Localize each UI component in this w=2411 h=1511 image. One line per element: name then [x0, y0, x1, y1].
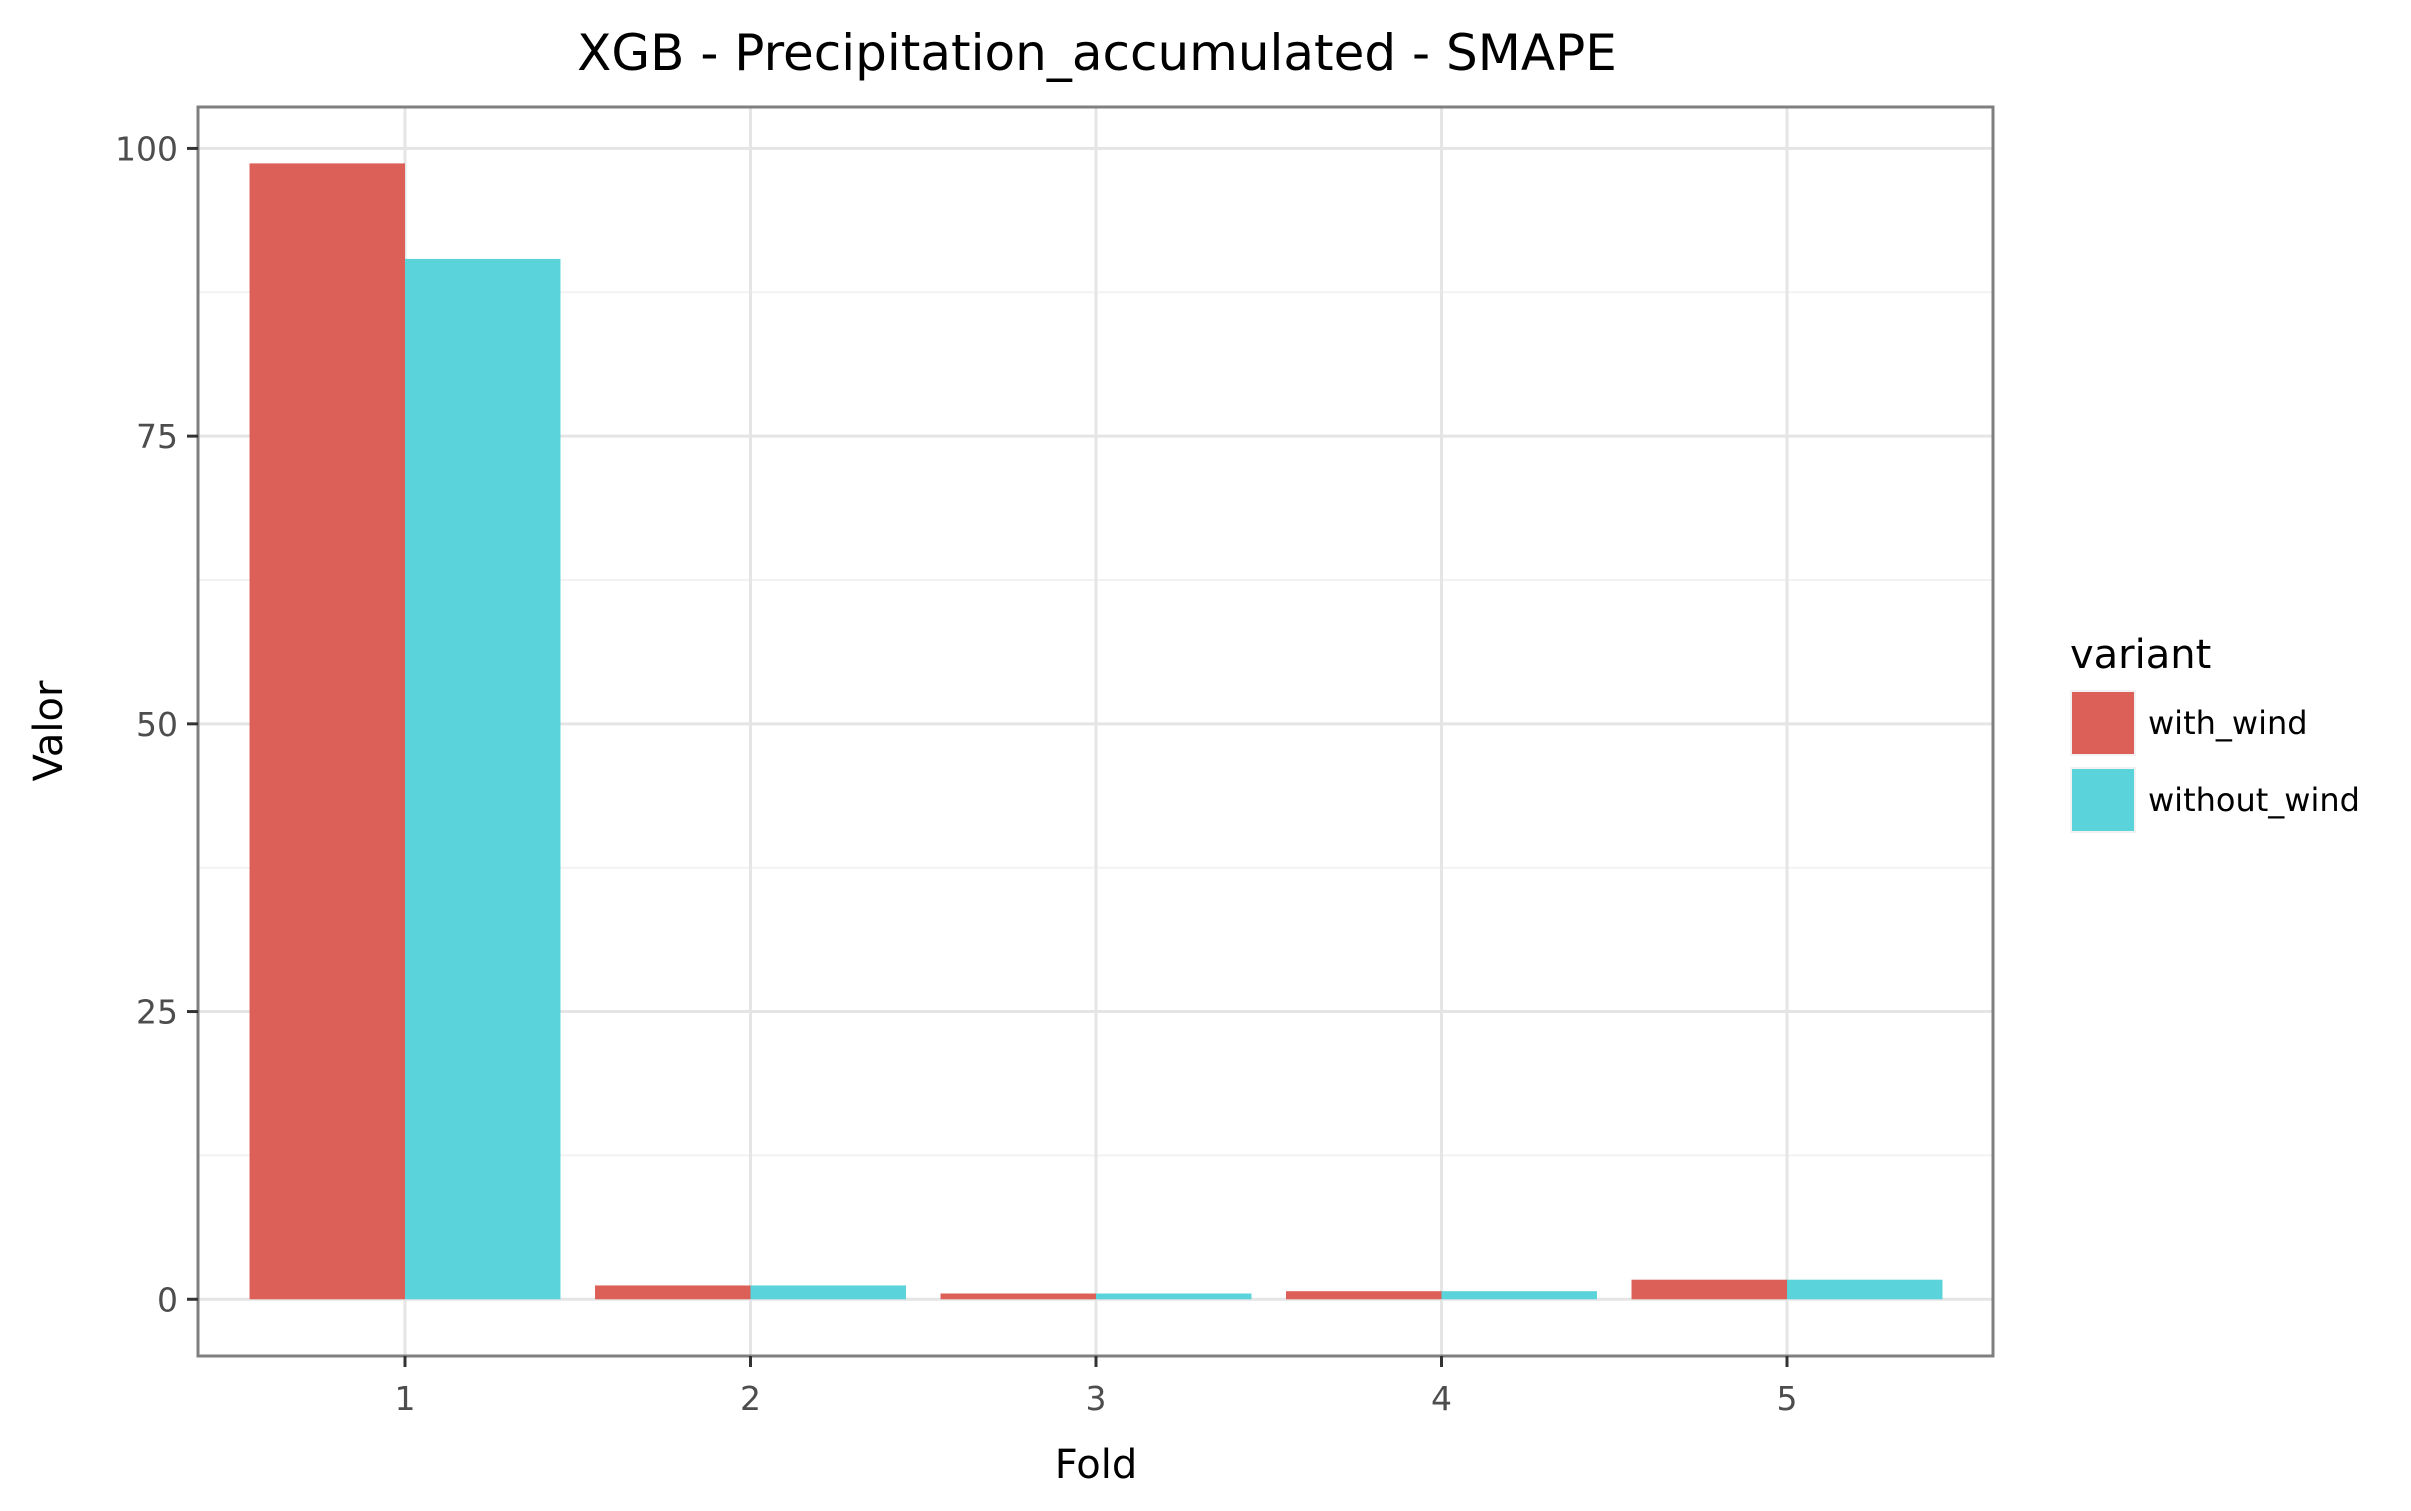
bar-without_wind-fold-4	[1441, 1291, 1597, 1300]
x-tick-label: 1	[395, 1379, 416, 1418]
x-tick-label: 3	[1086, 1379, 1107, 1418]
legend-title: variant	[2070, 632, 2211, 678]
bar-without_wind-fold-5	[1787, 1279, 1943, 1300]
x-tick-label: 2	[740, 1379, 761, 1418]
bar-with_wind-fold-4	[1286, 1291, 1442, 1300]
bar-without_wind-fold-2	[750, 1285, 906, 1300]
y-tick-label: 25	[136, 993, 178, 1032]
y-tick-label: 50	[136, 705, 178, 744]
x-tick-label: 4	[1431, 1379, 1452, 1418]
x-axis-title: Fold	[1055, 1442, 1138, 1488]
y-axis-title: Valor	[26, 680, 72, 781]
bar-with_wind-fold-2	[595, 1285, 751, 1300]
legend-key-without_wind	[2072, 769, 2134, 831]
y-tick-label: 100	[115, 129, 178, 168]
x-axis: 1 2 3 4 5	[395, 1356, 1798, 1418]
legend-label-with_wind: with_wind	[2148, 704, 2308, 742]
chart-title: XGB - Precipitation_accumulated - SMAPE	[577, 24, 1617, 82]
bars	[249, 163, 1943, 1300]
legend: variant with_wind without_wind	[2070, 632, 2360, 833]
legend-label-without_wind: without_wind	[2148, 781, 2360, 819]
y-tick-label: 0	[157, 1280, 178, 1319]
y-tick-label: 75	[136, 417, 178, 456]
bar-without_wind-fold-3	[1096, 1293, 1252, 1300]
x-tick-label: 5	[1777, 1379, 1798, 1418]
bar-with_wind-fold-5	[1631, 1279, 1787, 1300]
y-axis: 0 25 50 75 100	[115, 129, 198, 1319]
bar-with_wind-fold-1	[249, 163, 405, 1300]
legend-key-with_wind	[2072, 692, 2134, 754]
bar-without_wind-fold-1	[405, 258, 561, 1300]
bar-with_wind-fold-3	[940, 1293, 1096, 1300]
